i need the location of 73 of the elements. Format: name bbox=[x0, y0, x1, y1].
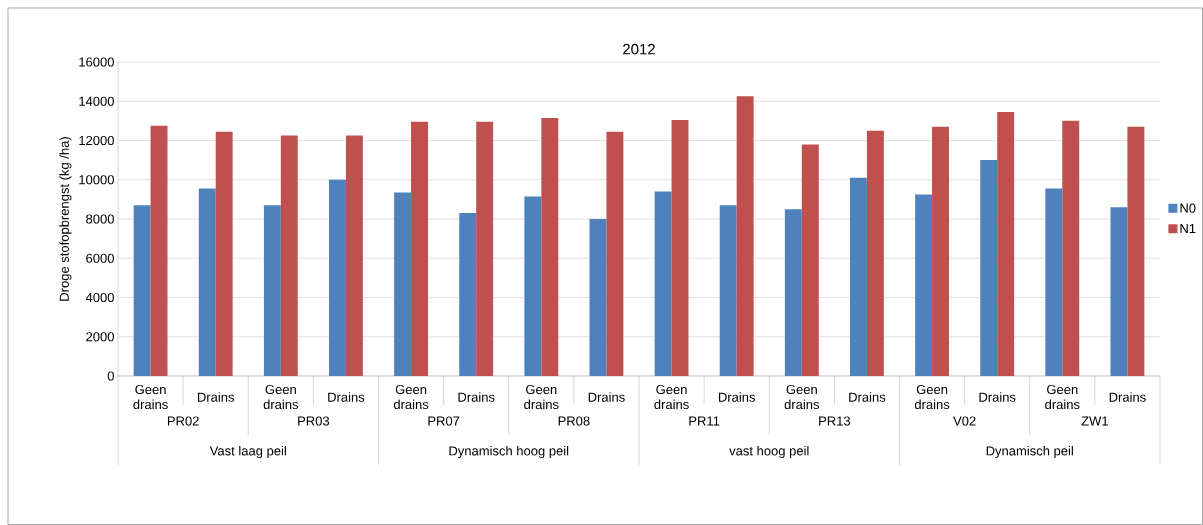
text: PR07 bbox=[428, 416, 460, 426]
legend-label: N0 bbox=[1180, 203, 1196, 213]
bar bbox=[459, 213, 477, 376]
x-tick-label: Geen drains bbox=[1045, 384, 1080, 410]
bar bbox=[589, 218, 607, 376]
bar bbox=[1110, 207, 1128, 376]
y-tick-label: 8000 bbox=[86, 214, 114, 224]
text: Vast laag peil bbox=[209, 445, 286, 459]
bar bbox=[980, 160, 998, 376]
x-tick-label: Geen drains bbox=[393, 384, 429, 410]
bar bbox=[411, 121, 428, 376]
x-tick-label: Drains bbox=[328, 392, 365, 402]
x-tick-label: Geen drains bbox=[524, 384, 559, 410]
y-axis-title: Droge stofopbrengst (kg /ha) bbox=[59, 137, 72, 301]
y-tick-label: 6000 bbox=[86, 253, 114, 263]
x-tick-label: Geen drains bbox=[784, 384, 820, 410]
x-tick-label: Drains bbox=[197, 392, 235, 402]
text: Dynamisch hoog peil bbox=[449, 445, 569, 459]
y-tick-label: 12000 bbox=[79, 135, 114, 146]
text: vast hoog peil bbox=[729, 445, 809, 459]
bar bbox=[1127, 126, 1145, 376]
bar bbox=[915, 194, 933, 376]
bar bbox=[801, 144, 819, 376]
text: Dynamisch peil bbox=[986, 445, 1073, 459]
x-tick-label: Drains bbox=[458, 392, 495, 402]
x-tick-label: Drains bbox=[849, 392, 886, 402]
y-tick-label: 16000 bbox=[79, 57, 114, 67]
bar bbox=[719, 205, 737, 376]
y-tick-label: 4000 bbox=[85, 292, 114, 303]
bar bbox=[394, 192, 412, 376]
text: PR03 bbox=[298, 416, 330, 426]
bar bbox=[215, 131, 233, 376]
text: V02 bbox=[953, 416, 976, 426]
text: PR11 bbox=[689, 416, 720, 426]
y-tick-label: 0 bbox=[107, 371, 114, 381]
x-tick-label: Geen drains bbox=[654, 384, 689, 410]
bar bbox=[784, 209, 802, 376]
x-tick-label: Drains bbox=[1109, 392, 1146, 402]
y-tick-label: 10000 bbox=[79, 175, 114, 185]
bar bbox=[932, 126, 949, 376]
bar bbox=[524, 196, 542, 376]
bar bbox=[1062, 120, 1080, 376]
bar bbox=[329, 179, 346, 376]
bar bbox=[541, 117, 559, 376]
text: PR02 bbox=[167, 416, 199, 426]
bar bbox=[150, 125, 168, 376]
bar bbox=[198, 188, 216, 376]
x-tick-label: Drains bbox=[718, 392, 755, 402]
bar bbox=[997, 112, 1015, 376]
x-tick-label: Geen drains bbox=[263, 384, 299, 410]
text: PR13 bbox=[819, 416, 851, 426]
bar bbox=[606, 131, 624, 376]
legend-label: N1 bbox=[1180, 224, 1196, 233]
y-tick-label: 2000 bbox=[86, 332, 114, 342]
bar bbox=[476, 121, 494, 376]
bar bbox=[345, 135, 363, 376]
bar bbox=[671, 119, 689, 376]
text: ZW1 bbox=[1081, 416, 1108, 426]
x-tick-label: Geen drains bbox=[914, 384, 950, 410]
bar bbox=[263, 205, 281, 376]
bar bbox=[654, 191, 672, 376]
bar bbox=[866, 130, 884, 376]
bar bbox=[133, 205, 151, 376]
x-tick-label: Drains bbox=[979, 392, 1016, 402]
chart-title: 2012 bbox=[623, 43, 655, 55]
y-tick-label: 14000 bbox=[79, 96, 114, 106]
text: PR08 bbox=[558, 416, 590, 426]
x-tick-label: Drains bbox=[588, 392, 625, 402]
x-tick-label: Geen drains bbox=[133, 384, 168, 410]
bar bbox=[850, 177, 867, 376]
bar bbox=[280, 135, 298, 376]
bar bbox=[1045, 188, 1063, 376]
bar bbox=[736, 96, 754, 376]
